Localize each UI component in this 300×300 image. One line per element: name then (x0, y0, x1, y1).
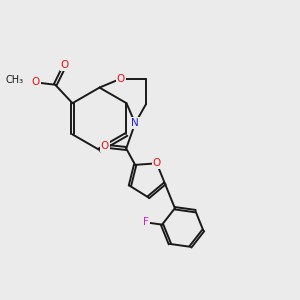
Text: O: O (32, 77, 40, 87)
Text: O: O (153, 158, 161, 168)
Text: CH₃: CH₃ (5, 75, 23, 85)
Text: O: O (117, 74, 125, 84)
Text: O: O (61, 60, 69, 70)
Text: O: O (101, 141, 109, 151)
Text: F: F (143, 218, 149, 227)
Text: N: N (131, 118, 139, 128)
